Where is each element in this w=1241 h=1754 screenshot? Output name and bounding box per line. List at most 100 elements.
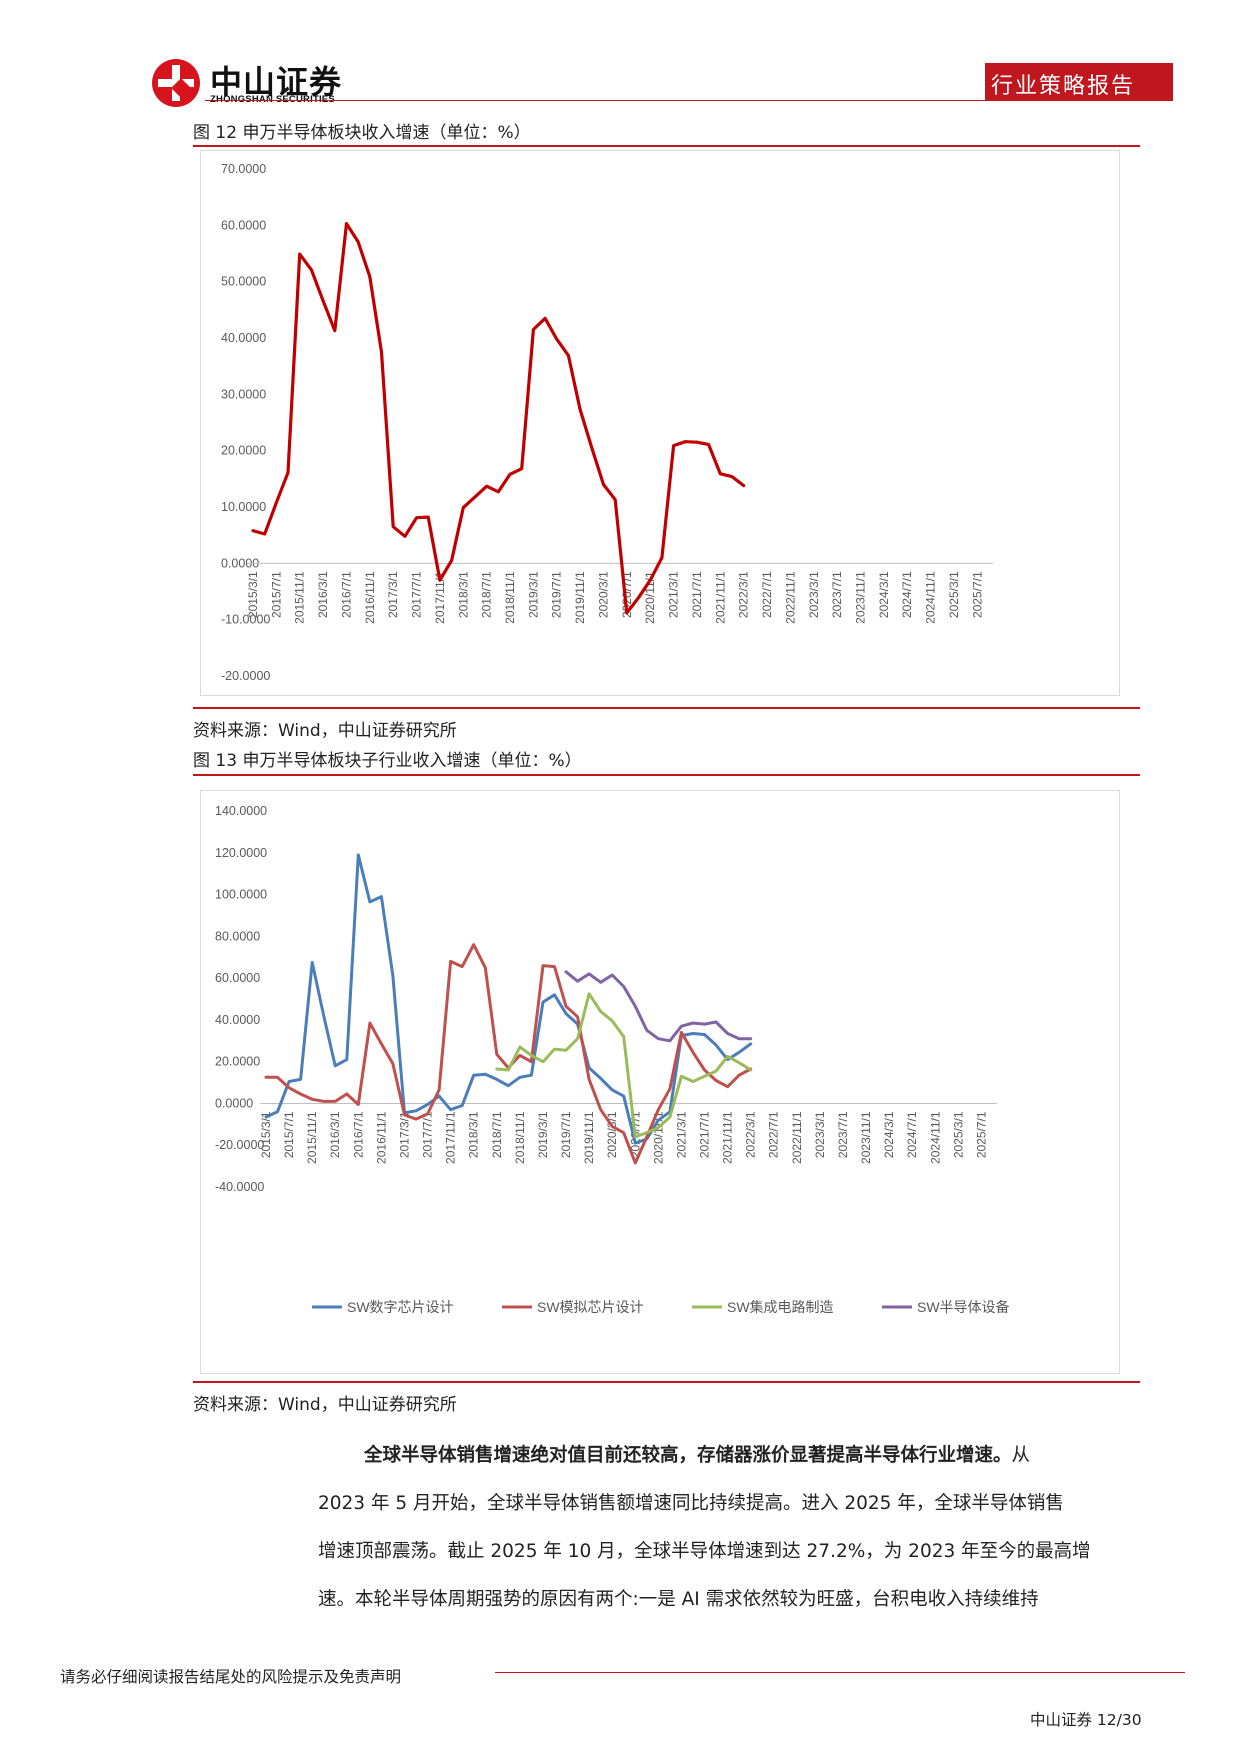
x-tick-label: 2017/7/1 — [410, 571, 424, 618]
y-tick-label: 0.0000 — [215, 1096, 253, 1110]
x-tick-label: 2016/7/1 — [339, 571, 353, 618]
y-tick-label: 40.0000 — [221, 331, 266, 345]
x-tick-label: 2023/3/1 — [813, 1111, 827, 1158]
series-line-1 — [251, 221, 746, 615]
x-tick-label: 2018/7/1 — [490, 1111, 504, 1158]
figure-12-chart: 70.0000 60.0000 50.0000 40.0000 30.0000 20.00… — [200, 150, 1120, 696]
x-tick-label: 2015/3/1 — [246, 571, 260, 618]
legend-label: SW数字芯片设计 — [347, 1299, 454, 1315]
figure-13-top-rule — [193, 774, 1140, 776]
figure-13-bottom-rule — [193, 1381, 1140, 1383]
x-tick-label: 2025/7/1 — [974, 1111, 988, 1158]
x-tick-label: 2015/3/1 — [259, 1111, 273, 1158]
figure-13-svg: 140.0000 120.0000 100.0000 80.0000 60.0000 40… — [215, 804, 1010, 1315]
figure-12-bottom-rule — [193, 707, 1140, 709]
figure-12-svg: 70.0000 60.0000 50.0000 40.0000 30.0000 20.00… — [221, 162, 993, 683]
y-tick-label: -20.0000 — [221, 669, 270, 683]
x-tick-label: 2015/11/1 — [305, 1111, 319, 1164]
footer-page-number: 中山证券 12/30 — [1030, 1711, 1142, 1729]
x-tick-label: 2016/7/1 — [351, 1111, 365, 1158]
x-tick-label: 2023/11/1 — [859, 1111, 873, 1164]
x-tick-label: 2022/11/1 — [790, 1111, 804, 1164]
footer-rule — [495, 1672, 1185, 1673]
y-tick-label: 40.0000 — [215, 1013, 260, 1027]
y-tick-label: 120.0000 — [215, 846, 267, 860]
x-tick-label: 2025/7/1 — [970, 571, 984, 618]
x-tick-label: 2023/3/1 — [807, 571, 821, 618]
x-tick-label: 2018/7/1 — [480, 571, 494, 618]
x-tick-label: 2022/11/1 — [783, 571, 797, 624]
x-tick-label: 2015/7/1 — [282, 1111, 296, 1158]
header: 中山证券 ZHONGSHAN SECURITIES 行业策略报告 — [0, 0, 1241, 110]
x-tick-label: 2022/7/1 — [767, 1111, 781, 1158]
x-tick-label: 2018/3/1 — [456, 571, 470, 618]
paragraph-line-2: 2023 年 5 月开始，全球半导体销售额增速同比持续提高。进入 2025 年，… — [318, 1493, 1064, 1514]
x-tick-label: 2022/3/1 — [744, 1111, 758, 1158]
zhongshan-logo-icon — [152, 59, 200, 107]
figure-13-chart: 140.0000 120.0000 100.0000 80.0000 60.0000 40… — [200, 790, 1120, 1374]
y-tick-label: 60.0000 — [221, 218, 266, 232]
x-tick-label: 2017/11/1 — [433, 571, 447, 624]
x-tick-label: 2025/3/1 — [947, 571, 961, 618]
x-tick-label: 2019/7/1 — [550, 571, 564, 618]
y-tick-label: 100.0000 — [215, 888, 267, 902]
x-tick-label: 2019/11/1 — [573, 571, 587, 624]
paragraph-line-4: 速。本轮半导体周期强势的原因有两个:一是 AI 需求依然较为旺盛，台积电收入持续… — [318, 1589, 1039, 1610]
x-tick-label: 2021/3/1 — [667, 571, 681, 618]
y-tick-label: 50.0000 — [221, 275, 266, 289]
paragraph-line-3: 增速顶部震荡。截止 2025 年 10 月，全球半导体增速到达 27.2%，为 … — [318, 1541, 1091, 1562]
x-tick-label: 2024/7/1 — [905, 1111, 919, 1158]
x-tick-label: 2022/3/1 — [737, 571, 751, 618]
x-tick-label: 2018/11/1 — [513, 1111, 527, 1164]
brand-name-en: ZHONGSHAN SECURITIES — [210, 94, 335, 105]
lead-sentence: 全球半导体销售增速绝对值目前还较高，存储器涨价显著提高半导体行业增速。 — [364, 1445, 1012, 1466]
x-tick-label: 2021/7/1 — [690, 571, 704, 618]
y-tick-label: -20.0000 — [215, 1138, 264, 1152]
x-tick-label: 2017/11/1 — [444, 1111, 458, 1164]
footer-disclaimer: 请务必仔细阅读报告结尾处的风险提示及免责声明 — [60, 1668, 402, 1686]
x-tick-label: 2020/3/1 — [596, 571, 610, 618]
x-tick-label: 2015/11/1 — [293, 571, 307, 624]
y-tick-label: 70.0000 — [221, 162, 266, 176]
x-tick-label: 2024/3/1 — [877, 571, 891, 618]
x-tick-label: 2016/3/1 — [316, 571, 330, 618]
body-paragraph: 全球半导体销售增速绝对值目前还较高，存储器涨价显著提高半导体行业增速。从 202… — [318, 1432, 1168, 1624]
legend-label: SW半导体设备 — [917, 1299, 1010, 1315]
x-tick-label: 2019/7/1 — [559, 1111, 573, 1158]
paragraph-line-1: 全球半导体销售增速绝对值目前还较高，存储器涨价显著提高半导体行业增速。从 — [364, 1432, 1168, 1480]
x-tick-label: 2025/3/1 — [951, 1111, 965, 1158]
x-tick-label: 2017/7/1 — [421, 1111, 435, 1158]
y-tick-label: 140.0000 — [215, 804, 267, 818]
x-tick-label: 2018/11/1 — [503, 571, 517, 624]
x-tick-label: 2016/11/1 — [374, 1111, 388, 1164]
x-tick-label: 2015/7/1 — [269, 571, 283, 618]
x-tick-label: 2017/3/1 — [397, 1111, 411, 1158]
y-tick-label: 80.0000 — [215, 929, 260, 943]
report-type-badge: 行业策略报告 — [985, 63, 1173, 101]
series-line-3 — [495, 992, 753, 1139]
x-tick-label: 2019/11/1 — [582, 1111, 596, 1164]
y-tick-label: -40.0000 — [215, 1180, 264, 1194]
figure-12-top-rule — [193, 145, 1140, 147]
x-tick-label: 2024/7/1 — [900, 571, 914, 618]
x-tick-label: 2024/11/1 — [928, 1111, 942, 1164]
x-tick-label: 2023/11/1 — [853, 571, 867, 624]
brand-name-cn: 中山证券 — [210, 64, 343, 100]
y-tick-label: 20.0000 — [221, 444, 266, 458]
y-tick-label: 0.0000 — [221, 556, 259, 570]
x-tick-label: 2024/11/1 — [924, 571, 938, 624]
y-tick-label: 20.0000 — [215, 1055, 260, 1069]
legend-label: SW模拟芯片设计 — [537, 1299, 644, 1315]
x-tick-label: 2019/3/1 — [536, 1111, 550, 1158]
x-tick-label: 2016/3/1 — [328, 1111, 342, 1158]
y-tick-label: 30.0000 — [221, 387, 266, 401]
x-tick-label: 2016/11/1 — [363, 571, 377, 624]
x-tick-label: 2024/3/1 — [882, 1111, 896, 1158]
x-tick-label: 2022/7/1 — [760, 571, 774, 618]
x-tick-label: 2018/3/1 — [467, 1111, 481, 1158]
x-tick-label: 2021/11/1 — [721, 1111, 735, 1164]
header-rule — [205, 100, 985, 101]
x-tick-label: 2019/3/1 — [526, 571, 540, 618]
y-tick-label: 60.0000 — [215, 971, 260, 985]
y-tick-label: 10.0000 — [221, 500, 266, 514]
